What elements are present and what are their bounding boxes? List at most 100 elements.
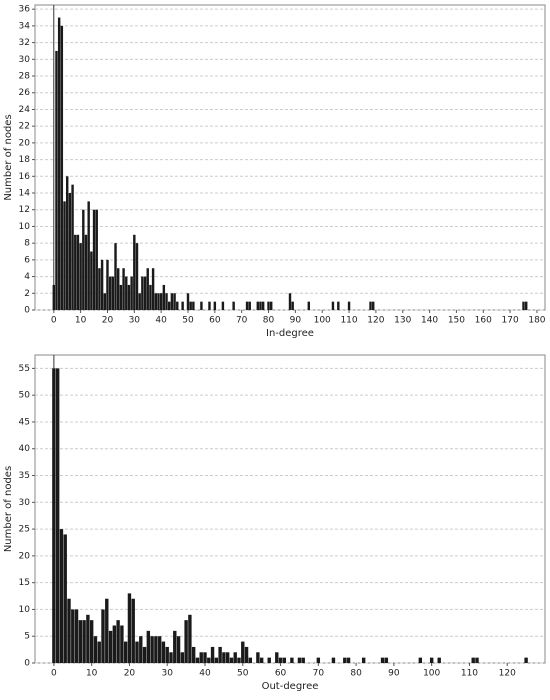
x-tick-label: 120 xyxy=(367,316,384,326)
bar xyxy=(90,251,93,310)
x-tick-label: 40 xyxy=(155,316,167,326)
bar xyxy=(189,301,192,310)
bar xyxy=(524,657,528,663)
bar xyxy=(117,268,120,310)
bar xyxy=(119,284,123,310)
y-tick-label: 0 xyxy=(24,659,30,669)
bar xyxy=(105,598,109,663)
y-tick-label: 25 xyxy=(19,525,30,535)
bar xyxy=(108,630,113,663)
x-tick-label: 30 xyxy=(161,669,173,679)
x-tick-label: 70 xyxy=(313,669,325,679)
bar xyxy=(112,625,117,663)
bar xyxy=(161,641,166,663)
x-tick-label: 150 xyxy=(448,316,465,326)
y-tick-label: 2 xyxy=(24,289,30,299)
bar xyxy=(278,657,283,663)
bar xyxy=(347,301,351,310)
x-tick-label: 140 xyxy=(421,316,438,326)
bar xyxy=(106,259,109,310)
y-tick-label: 30 xyxy=(19,498,31,508)
bar xyxy=(89,620,94,663)
bar xyxy=(55,368,60,663)
y-tick-label: 34 xyxy=(19,21,31,31)
bar xyxy=(173,630,177,663)
y-axis-label: Number of nodes xyxy=(3,114,14,200)
bar xyxy=(256,652,260,663)
bar xyxy=(139,636,143,663)
x-tick-label: 100 xyxy=(423,669,440,679)
bar xyxy=(291,301,294,310)
plot-area xyxy=(34,4,546,311)
bar xyxy=(150,636,154,663)
bar xyxy=(337,301,340,310)
bar xyxy=(95,209,98,310)
bar xyxy=(143,276,147,310)
y-tick-label: 36 xyxy=(19,5,31,15)
x-tick-label: 100 xyxy=(314,316,331,326)
plot-area xyxy=(34,354,546,664)
chart: 0 5 10 15 20 25 30 35 40 45 50 55 0 10 20 30 40 50 60 70 80 9… xyxy=(3,354,546,692)
bar xyxy=(93,636,98,663)
bar xyxy=(384,657,389,663)
bar xyxy=(256,301,259,310)
bar xyxy=(331,301,335,310)
bar xyxy=(60,25,64,310)
bar xyxy=(214,657,219,663)
bar xyxy=(165,293,168,310)
bar xyxy=(146,268,149,310)
y-tick-label: 5 xyxy=(24,632,30,642)
bar xyxy=(78,620,83,663)
bar xyxy=(200,301,203,310)
bar xyxy=(154,293,157,310)
bar xyxy=(165,646,169,663)
bar xyxy=(135,243,139,310)
bar xyxy=(68,193,72,310)
bar xyxy=(101,609,105,663)
bar xyxy=(225,652,230,663)
x-tick-label: 50 xyxy=(182,316,194,326)
x-tick-label: 20 xyxy=(102,316,114,326)
bar xyxy=(241,641,245,663)
bar xyxy=(184,620,188,663)
bar xyxy=(57,17,61,311)
bar xyxy=(63,534,67,663)
x-tick-label: 60 xyxy=(275,669,287,679)
bar xyxy=(331,657,336,663)
bar xyxy=(127,593,132,663)
bar xyxy=(142,646,147,663)
bar xyxy=(63,201,66,310)
x-tick-label: 120 xyxy=(499,669,516,679)
bar xyxy=(275,652,279,663)
bar xyxy=(98,268,101,310)
bar xyxy=(52,284,55,310)
x-tick-label: 90 xyxy=(388,669,400,679)
y-tick-label: 50 xyxy=(19,391,31,401)
bar xyxy=(199,652,203,663)
bar xyxy=(369,301,372,310)
x-tick-label: 60 xyxy=(209,316,221,326)
bar xyxy=(173,293,176,310)
bar xyxy=(195,657,200,663)
bar xyxy=(475,657,479,663)
bar xyxy=(229,657,234,663)
bar xyxy=(361,657,366,663)
bar xyxy=(218,646,222,663)
y-tick-label: 12 xyxy=(19,205,30,215)
bar xyxy=(67,598,71,663)
bar xyxy=(76,234,80,310)
bar xyxy=(180,652,185,663)
y-tick-label: 55 xyxy=(19,364,30,374)
bar xyxy=(169,652,173,663)
bar xyxy=(79,243,82,310)
x-tick-label: 160 xyxy=(475,316,492,326)
y-axis-label: Number of nodes xyxy=(3,466,14,552)
y-tick-label: 16 xyxy=(19,172,31,182)
bar xyxy=(168,301,171,310)
bar xyxy=(176,636,181,663)
bar xyxy=(131,598,135,663)
bar xyxy=(74,234,77,310)
bar xyxy=(346,657,351,663)
